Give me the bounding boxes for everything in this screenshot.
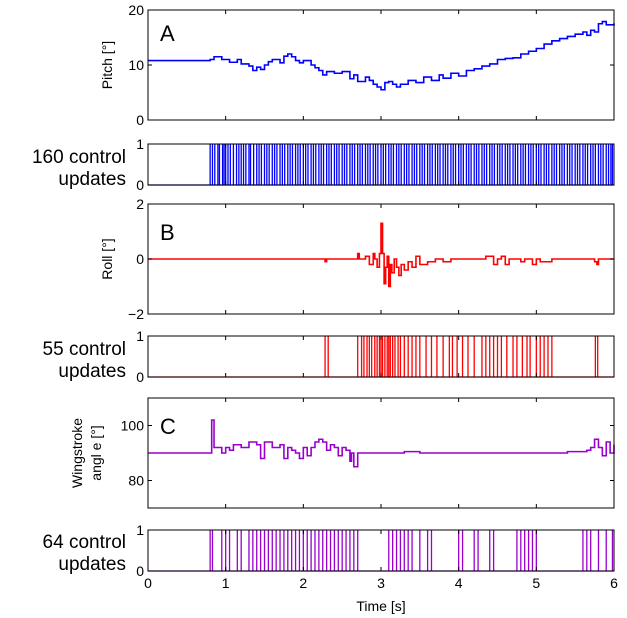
control-updates-label-line: 160 control bbox=[32, 147, 126, 168]
series-line-wingstroke bbox=[148, 419, 615, 468]
y-tick-label: 1 bbox=[136, 136, 144, 152]
y-axis-label: Pitch [°] bbox=[99, 41, 115, 89]
control-updates-label-line: 64 control bbox=[43, 532, 126, 553]
y-axis-label: Roll [°] bbox=[99, 238, 115, 279]
y-tick-label: 0 bbox=[136, 369, 144, 385]
x-tick-label: 4 bbox=[455, 575, 463, 591]
chart-panel-c-letter: C bbox=[160, 414, 176, 439]
y-tick-label: 80 bbox=[128, 473, 144, 489]
y-tick-label: 1 bbox=[136, 522, 144, 538]
control-updates-label-line: updates bbox=[58, 554, 126, 575]
y-tick-label: −2 bbox=[128, 306, 144, 322]
x-tick-label: 1 bbox=[222, 575, 230, 591]
y-tick-label: 10 bbox=[128, 57, 144, 73]
y-tick-label: 2 bbox=[136, 196, 144, 212]
x-axis-label: Time [s] bbox=[356, 598, 405, 614]
y-tick-label: 0 bbox=[136, 251, 144, 267]
series-line-pitch bbox=[148, 20, 615, 91]
x-tick-label: 5 bbox=[532, 575, 540, 591]
y-axis-label-line: angl e [°] bbox=[88, 425, 104, 480]
control-updates-label-line: 55 control bbox=[43, 339, 126, 360]
y-tick-label: 20 bbox=[128, 2, 144, 18]
chart-panel-a-letter: A bbox=[160, 21, 175, 46]
series-line-pitch_updates bbox=[148, 144, 614, 186]
x-tick-label: 0 bbox=[144, 575, 152, 591]
y-axis-label-line: Wingstroke bbox=[69, 418, 85, 488]
y-tick-label: 0 bbox=[136, 177, 144, 193]
series-line-roll bbox=[148, 222, 614, 288]
x-tick-label: 3 bbox=[377, 575, 385, 591]
y-tick-label: 100 bbox=[121, 418, 145, 434]
x-tick-label: 6 bbox=[610, 575, 618, 591]
x-tick-label: 2 bbox=[299, 575, 307, 591]
control-updates-label-line: updates bbox=[58, 169, 126, 190]
y-tick-label: 0 bbox=[136, 112, 144, 128]
y-tick-label: 0 bbox=[136, 563, 144, 579]
axes-frame-wing_updates bbox=[147, 529, 615, 572]
series-line-wing_updates bbox=[148, 530, 614, 572]
y-tick-label: 1 bbox=[136, 328, 144, 344]
axes-frame-pitch bbox=[147, 9, 615, 121]
control-updates-label-line: updates bbox=[58, 361, 126, 382]
series-line-roll_updates bbox=[148, 336, 614, 378]
chart-panel-b-letter: B bbox=[160, 220, 175, 245]
